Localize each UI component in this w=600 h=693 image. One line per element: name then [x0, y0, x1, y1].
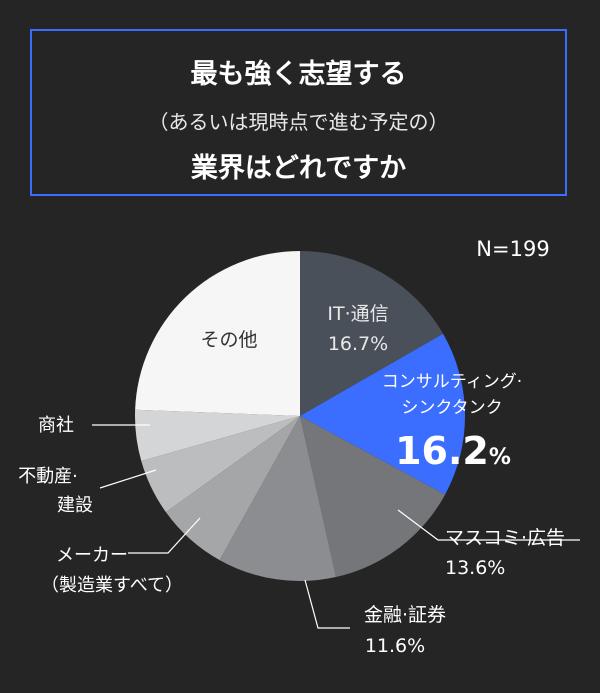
leader-line-2 [397, 509, 580, 541]
slice-label-7-0: その他 [200, 329, 257, 351]
slice-value-0: 16.7% [328, 333, 388, 355]
slice-label-5-0: 不動産· [18, 466, 78, 487]
leader-line-3 [304, 579, 350, 629]
slice-value-3: 11.6% [365, 635, 425, 657]
title-line-2: （あるいは現時点で進む予定の） [148, 110, 449, 134]
title-box: 最も強く志望する （あるいは現時点で進む予定の） 業界はどれですか [30, 29, 567, 196]
slice-value-1: 16.2% [395, 429, 511, 473]
slice-label-5-1: 建設 [57, 495, 93, 516]
pie-slice-7 [135, 251, 300, 416]
slice-label-3-0: 金融·証券 [364, 604, 446, 626]
pie-slice-6 [134, 409, 300, 462]
slice-label-6-0: 商社 [38, 415, 74, 436]
sample-size-label: N=199 [476, 237, 549, 261]
pie-slice-2 [300, 416, 446, 578]
slice-label-2-0: マスコミ·広告 [445, 527, 565, 549]
pie-slice-5 [141, 416, 300, 513]
title-line-3: 業界はどれですか [190, 153, 407, 184]
slice-label-4-1: （製造業すべて） [41, 575, 183, 596]
slice-label-1-0: コンサルティング· [382, 372, 522, 392]
pie-slice-1 [300, 333, 465, 495]
pie-slice-0 [300, 251, 444, 416]
slice-label-4-0: メーカー [56, 545, 128, 566]
slice-label-1-1: シンクタンク [401, 398, 502, 418]
pie-slice-4 [165, 416, 300, 561]
title-line-1: 最も強く志望する [190, 59, 407, 90]
pie-slice-3 [219, 416, 336, 581]
leader-line-4 [128, 517, 201, 554]
leader-line-5 [99, 469, 157, 489]
slice-label-0-0: IT·通信 [327, 303, 388, 325]
slice-value-2: 13.6% [445, 557, 505, 579]
